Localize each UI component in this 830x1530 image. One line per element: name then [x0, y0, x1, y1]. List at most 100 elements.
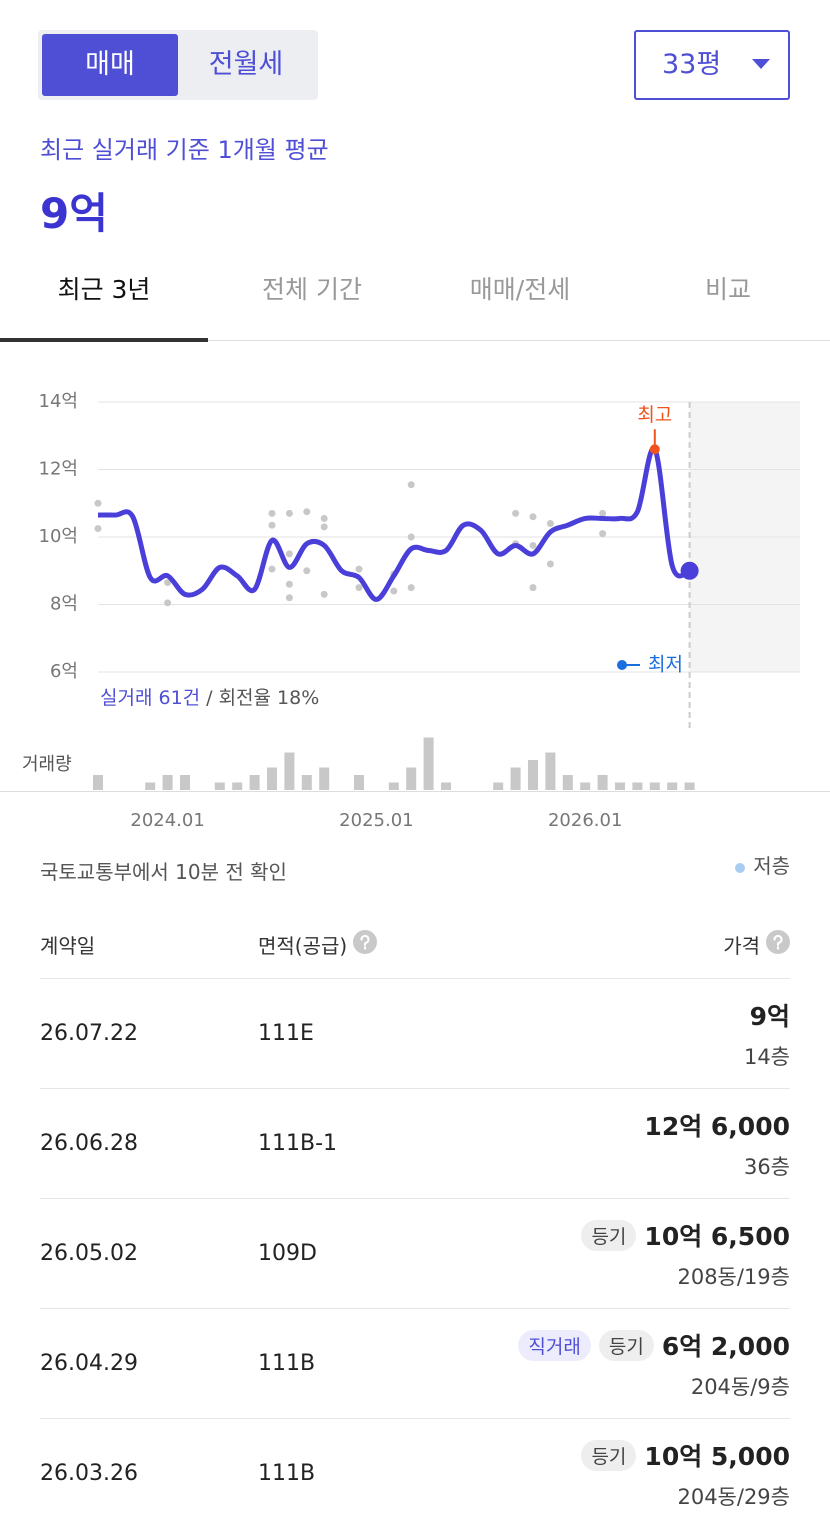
area: 111B-1	[258, 1131, 338, 1156]
date: 26.05.02	[40, 1241, 138, 1266]
deal-dot	[512, 509, 520, 517]
tag: 등기	[581, 1219, 637, 1251]
deal-dot	[285, 580, 293, 588]
volume-bar	[388, 782, 399, 790]
volume-bar	[301, 775, 312, 790]
volume-bar	[145, 782, 156, 790]
y-tick-label: 12억	[39, 459, 78, 480]
price-line: 등기 10억 6,500	[581, 1217, 790, 1253]
volume-bar	[93, 775, 103, 790]
volume-bar	[423, 737, 434, 790]
deal-count: 실거래 61건	[100, 687, 200, 709]
trade-toggle: 매매 전월세	[38, 30, 318, 100]
deal-dot	[268, 521, 276, 529]
deal-dot	[407, 584, 415, 592]
table-row: 26.03.26 111B 등기 10억 5,000 204동/29층	[40, 1418, 790, 1529]
deal-dot	[529, 584, 537, 592]
period-tab[interactable]: 전체 기간	[262, 275, 362, 304]
high-dot	[649, 444, 660, 455]
help-glyph	[766, 930, 790, 954]
help-icon	[766, 930, 790, 959]
deal-dot	[94, 499, 102, 507]
table-row: 26.07.22 111E 9억 14층	[40, 978, 790, 1089]
deal-dot	[303, 567, 311, 575]
table-row: 26.04.29 111B 직거래 등기 6억 2,000 204동/9층	[40, 1308, 790, 1419]
x-tick-label: 2024.01	[130, 810, 204, 831]
trade-tab[interactable]: 전월세	[208, 49, 284, 80]
dropdown-arrow	[752, 59, 770, 69]
volume-bar	[562, 775, 573, 790]
floor: 204동/29층	[677, 1485, 790, 1509]
price-line: 9억	[750, 997, 790, 1033]
volume-bar	[406, 767, 417, 790]
area: 111E	[258, 1021, 314, 1046]
deal-dot	[599, 530, 607, 538]
size-text: 33평	[662, 49, 722, 80]
volume-bar	[580, 782, 591, 790]
legend-text: 저층	[753, 854, 790, 878]
area: 111B	[258, 1461, 316, 1486]
header-text: 면적(공급)	[258, 934, 348, 958]
tag: 등기	[598, 1329, 654, 1361]
volume-bar	[249, 775, 260, 790]
low-marker-dot	[617, 660, 627, 670]
volume-bar	[284, 752, 295, 790]
volume-label: 거래량	[22, 754, 72, 775]
header-cell: 면적(공급)	[258, 930, 378, 959]
tab-divider	[0, 340, 830, 341]
tag: 등기	[581, 1439, 637, 1471]
deal-dot	[355, 584, 363, 592]
deal-dot	[390, 587, 398, 595]
volume-bar	[667, 782, 678, 790]
size-select[interactable]: 33평	[634, 30, 790, 100]
legend: 저층	[735, 850, 790, 879]
volume-bar	[267, 767, 277, 790]
price-line	[97, 445, 691, 602]
volume-bar	[441, 782, 451, 790]
deal-dot	[164, 579, 172, 587]
period-tab[interactable]: 비교	[704, 275, 751, 304]
period-tab[interactable]: 최근 3년	[0, 270, 208, 342]
x-tick-label: 2025.01	[339, 810, 413, 831]
floor: 36층	[743, 1155, 790, 1179]
price: 12억 6,000	[644, 1112, 790, 1141]
deal-dot	[285, 509, 293, 517]
area: 109D	[258, 1241, 317, 1266]
volume-bar	[649, 782, 660, 790]
price-line: 12억 6,000	[644, 1107, 790, 1143]
floor: 14층	[743, 1045, 790, 1069]
date: 26.04.29	[40, 1351, 138, 1376]
header-cell: 가격	[723, 930, 790, 959]
deal-dot	[529, 541, 537, 549]
deal-dot	[164, 599, 172, 607]
low-label: 최저	[648, 654, 683, 676]
turnover-rate: / 회전율 18%	[206, 687, 319, 709]
deal-dot	[529, 513, 537, 521]
volume-bar	[684, 782, 695, 790]
date: 26.03.26	[40, 1461, 138, 1486]
trade-tab[interactable]: 매매	[42, 34, 178, 96]
y-tick-label: 10억	[39, 526, 78, 547]
price: 10억 6,500	[644, 1222, 790, 1251]
period-tab[interactable]: 매매/전세	[469, 275, 571, 304]
price-line: 직거래 등기 6억 2,000	[518, 1327, 790, 1363]
volume-bar	[162, 775, 173, 790]
deal-dot	[320, 590, 328, 598]
summary-value: 9억	[40, 189, 108, 238]
floor: 208동/19층	[677, 1265, 790, 1289]
legend-dot	[735, 863, 746, 873]
deal-dot	[94, 525, 102, 533]
deal-dot	[320, 514, 328, 522]
date: 26.06.28	[40, 1131, 138, 1156]
deal-dot	[285, 594, 293, 602]
header-cell: 계약일	[40, 930, 95, 959]
table-row: 26.06.28 111B-1 12억 6,000 36층	[40, 1088, 790, 1199]
y-tick-label: 14억	[39, 391, 78, 412]
y-tick-label: 6억	[50, 661, 78, 682]
last-dot	[680, 561, 699, 580]
header-text: 계약일	[40, 934, 96, 958]
table-row: 26.05.02 109D 등기 10억 6,500 208동/19층	[40, 1198, 790, 1309]
deal-dot	[285, 550, 293, 558]
deal-dot	[546, 520, 554, 527]
